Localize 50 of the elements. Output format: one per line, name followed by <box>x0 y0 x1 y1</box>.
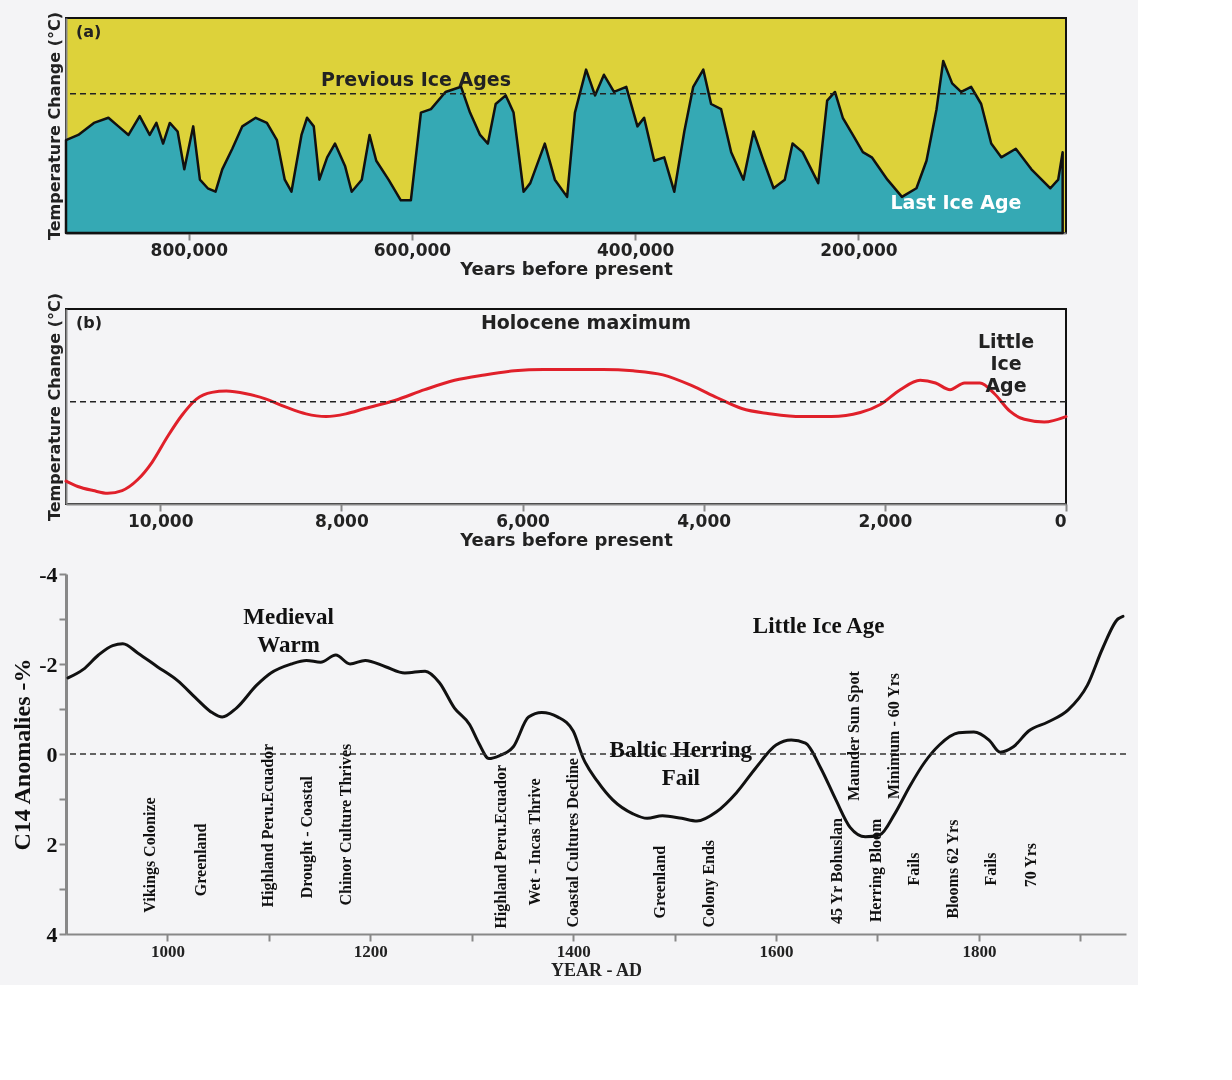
y-tick-label: 0 <box>46 741 58 767</box>
x-tick-label: 4,000 <box>677 510 732 531</box>
x-tick-label: 10,000 <box>127 510 194 531</box>
ref-line-label: Previous Ice Ages <box>321 67 511 90</box>
x-tick-label: 8,000 <box>314 510 369 531</box>
x-tick-label: 600,000 <box>373 239 452 260</box>
annotation: Minimum - 60 Yrs <box>884 672 902 799</box>
x-tick-label: 1000 <box>150 941 185 961</box>
y-axis-title: Temperature Change (°C) <box>44 11 64 241</box>
annotation: Fails <box>982 852 1000 886</box>
annotation: Highland Peru.Ecuador <box>491 765 510 929</box>
y-axis-title: Temperature Change (°C) <box>44 292 64 522</box>
x-tick-label: 800,000 <box>150 239 229 260</box>
annotation: Little Ice Age <box>977 330 1035 397</box>
annotation: Chinor Culture Thrives <box>336 743 354 906</box>
annotation: Vikings Colonize <box>140 797 159 913</box>
x-tick-label: 1800 <box>962 941 997 961</box>
x-tick-label: 1200 <box>353 941 388 961</box>
annotation: 45 Yr Bohuslan <box>827 818 845 924</box>
annotation: Greenland <box>650 845 668 919</box>
text: Holocene maximum <box>480 310 692 333</box>
x-tick-label: 2,000 <box>858 510 913 531</box>
y-tick-label: 4 <box>46 921 58 947</box>
annotation: Herring Bloom <box>866 817 885 923</box>
annotation: Colony Ends <box>700 839 719 928</box>
annotation: Highland Peru.Ecuador <box>259 743 278 908</box>
annotation: 70 Yrs <box>1021 842 1039 888</box>
annotation: Maunder Sun Spot <box>844 670 863 801</box>
x-tick-label: 200,000 <box>820 239 898 260</box>
annotation: Greenland <box>191 823 209 897</box>
annotation: Last Ice Age <box>890 190 1022 213</box>
annotation: Blooms 62 Yrs <box>944 819 962 919</box>
y-axis-title: C14 Anomalies -% <box>9 658 36 851</box>
text: (b) <box>76 312 103 332</box>
x-tick-label: 400,000 <box>596 239 675 260</box>
x-tick-label: 0 <box>1054 510 1067 531</box>
annotation: Drought - Coastal <box>297 775 316 899</box>
annotation: Medieval Warm <box>243 604 334 658</box>
y-tick-label: -2 <box>39 651 58 677</box>
x-tick-label: 1600 <box>759 941 794 961</box>
x-axis-title: YEAR - AD <box>550 959 643 980</box>
y-tick-label: -4 <box>39 561 58 587</box>
annotation: Coastal Cultures Decline <box>563 758 581 928</box>
annotation: Little Ice Age <box>752 613 885 639</box>
annotation: Wet - Incas Thrive <box>525 778 543 906</box>
y-tick-label: 2 <box>46 831 58 857</box>
text: (a) <box>76 22 102 42</box>
annotation: Fails <box>905 852 922 886</box>
x-tick-label: 6,000 <box>496 510 551 531</box>
x-tick-label: 1400 <box>556 941 591 961</box>
